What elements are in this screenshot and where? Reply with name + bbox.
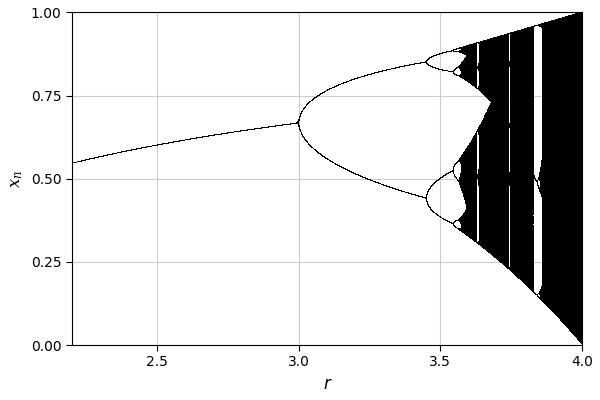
X-axis label: r: r <box>323 375 331 393</box>
Y-axis label: $x_n$: $x_n$ <box>7 170 25 188</box>
